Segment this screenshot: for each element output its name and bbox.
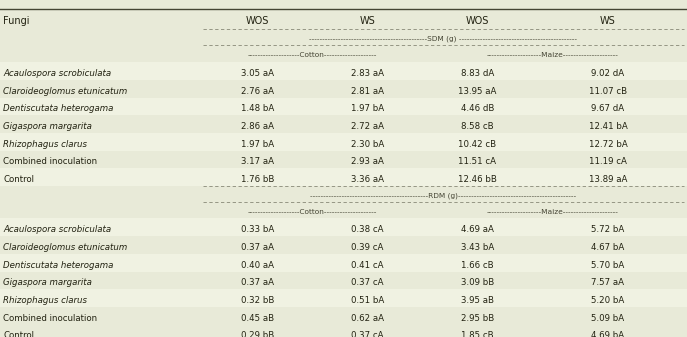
Text: ---------------------------------------------SDM (g) ---------------------------: ----------------------------------------… — [309, 36, 577, 42]
Text: 13.89 aA: 13.89 aA — [589, 175, 627, 184]
Text: 8.58 cB: 8.58 cB — [461, 122, 494, 131]
Text: 4.46 dB: 4.46 dB — [461, 104, 494, 113]
Text: 2.81 aA: 2.81 aA — [351, 87, 384, 96]
Text: 12.41 bA: 12.41 bA — [589, 122, 627, 131]
Text: 5.70 bA: 5.70 bA — [592, 261, 624, 270]
Text: Claroideoglomus etunicatum: Claroideoglomus etunicatum — [3, 243, 128, 252]
Text: 5.20 bA: 5.20 bA — [592, 296, 624, 305]
Text: ---------------------Maize---------------------: ---------------------Maize--------------… — [487, 53, 619, 58]
Text: 2.95 bB: 2.95 bB — [461, 314, 494, 323]
Text: 0.62 aA: 0.62 aA — [351, 314, 384, 323]
Text: ---------------------Maize---------------------: ---------------------Maize--------------… — [487, 209, 619, 215]
Text: 2.93 aA: 2.93 aA — [351, 157, 384, 166]
Text: 0.41 cA: 0.41 cA — [351, 261, 384, 270]
Text: 1.97 bA: 1.97 bA — [241, 140, 274, 149]
Text: 7.57 aA: 7.57 aA — [592, 278, 624, 287]
Text: 13.95 aA: 13.95 aA — [458, 87, 497, 96]
Text: 9.67 dA: 9.67 dA — [592, 104, 624, 113]
Text: ---------------------------------------------RDM (g)----------------------------: ----------------------------------------… — [310, 193, 576, 199]
Text: Acaulospora scrobiculata: Acaulospora scrobiculata — [3, 69, 111, 78]
Text: 3.17 aA: 3.17 aA — [241, 157, 274, 166]
Text: 2.83 aA: 2.83 aA — [351, 69, 384, 78]
Text: 0.37 aA: 0.37 aA — [241, 278, 274, 287]
Text: 1.97 bA: 1.97 bA — [351, 104, 384, 113]
Text: 11.07 cB: 11.07 cB — [589, 87, 627, 96]
Bar — [0, 133, 687, 151]
Text: 0.40 aA: 0.40 aA — [241, 261, 274, 270]
Text: 3.05 aA: 3.05 aA — [241, 69, 274, 78]
Text: WOS: WOS — [246, 16, 269, 26]
Text: 1.76 bB: 1.76 bB — [241, 175, 274, 184]
Text: 2.76 aA: 2.76 aA — [241, 87, 274, 96]
Bar — [0, 97, 687, 115]
Text: WOS: WOS — [466, 16, 489, 26]
Text: Acaulospora scrobiculata: Acaulospora scrobiculata — [3, 225, 111, 234]
Bar — [0, 272, 687, 289]
Text: 5.72 bA: 5.72 bA — [592, 225, 624, 234]
Text: --------------------Cotton--------------------: --------------------Cotton--------------… — [248, 53, 377, 58]
Text: WS: WS — [360, 16, 375, 26]
Text: --------------------Cotton--------------------: --------------------Cotton--------------… — [248, 209, 377, 215]
Bar — [0, 254, 687, 272]
Bar — [0, 307, 687, 325]
Text: 8.83 dA: 8.83 dA — [461, 69, 494, 78]
Text: 5.09 bA: 5.09 bA — [592, 314, 624, 323]
Text: 0.37 cA: 0.37 cA — [351, 331, 384, 337]
Text: 0.37 aA: 0.37 aA — [241, 243, 274, 252]
Text: Gigaspora margarita: Gigaspora margarita — [3, 122, 92, 131]
Text: Combined inoculation: Combined inoculation — [3, 314, 98, 323]
Bar — [0, 151, 687, 168]
Bar — [0, 289, 687, 307]
Text: Rhizophagus clarus: Rhizophagus clarus — [3, 140, 87, 149]
Text: 10.42 cB: 10.42 cB — [458, 140, 497, 149]
Text: Dentiscutata heterogama: Dentiscutata heterogama — [3, 104, 114, 113]
Text: 3.43 bA: 3.43 bA — [461, 243, 494, 252]
Bar — [0, 115, 687, 133]
Bar — [0, 168, 687, 186]
Text: Claroideoglomus etunicatum: Claroideoglomus etunicatum — [3, 87, 128, 96]
Text: 4.67 bA: 4.67 bA — [592, 243, 624, 252]
Text: 0.45 aB: 0.45 aB — [241, 314, 274, 323]
Text: 11.51 cA: 11.51 cA — [458, 157, 497, 166]
Bar — [0, 62, 687, 80]
Text: 0.39 cA: 0.39 cA — [351, 243, 384, 252]
Text: Control: Control — [3, 331, 34, 337]
Text: 12.72 bA: 12.72 bA — [589, 140, 627, 149]
Text: 3.95 aB: 3.95 aB — [461, 296, 494, 305]
Text: WS: WS — [600, 16, 616, 26]
Text: 0.51 bA: 0.51 bA — [351, 296, 384, 305]
Text: Rhizophagus clarus: Rhizophagus clarus — [3, 296, 87, 305]
Bar — [0, 80, 687, 97]
Text: 2.86 aA: 2.86 aA — [241, 122, 274, 131]
Text: Fungi: Fungi — [3, 16, 30, 26]
Bar — [0, 218, 687, 236]
Text: 0.37 cA: 0.37 cA — [351, 278, 384, 287]
Text: 0.29 bB: 0.29 bB — [241, 331, 274, 337]
Bar — [0, 325, 687, 337]
Text: 0.32 bB: 0.32 bB — [241, 296, 274, 305]
Text: 1.85 cB: 1.85 cB — [461, 331, 494, 337]
Text: 3.09 bB: 3.09 bB — [461, 278, 494, 287]
Text: 1.48 bA: 1.48 bA — [241, 104, 274, 113]
Text: 0.38 cA: 0.38 cA — [351, 225, 384, 234]
Text: 4.69 bA: 4.69 bA — [592, 331, 624, 337]
Text: 0.33 bA: 0.33 bA — [241, 225, 274, 234]
Text: 12.46 bB: 12.46 bB — [458, 175, 497, 184]
Bar — [0, 236, 687, 254]
Text: 2.30 bA: 2.30 bA — [351, 140, 384, 149]
Text: 9.02 dA: 9.02 dA — [592, 69, 624, 78]
Text: 11.19 cA: 11.19 cA — [589, 157, 627, 166]
Text: Control: Control — [3, 175, 34, 184]
Text: 4.69 aA: 4.69 aA — [461, 225, 494, 234]
Text: Gigaspora margarita: Gigaspora margarita — [3, 278, 92, 287]
Text: Combined inoculation: Combined inoculation — [3, 157, 98, 166]
Text: 2.72 aA: 2.72 aA — [351, 122, 384, 131]
Text: 1.66 cB: 1.66 cB — [461, 261, 494, 270]
Text: 3.36 aA: 3.36 aA — [351, 175, 384, 184]
Text: Dentiscutata heterogama: Dentiscutata heterogama — [3, 261, 114, 270]
